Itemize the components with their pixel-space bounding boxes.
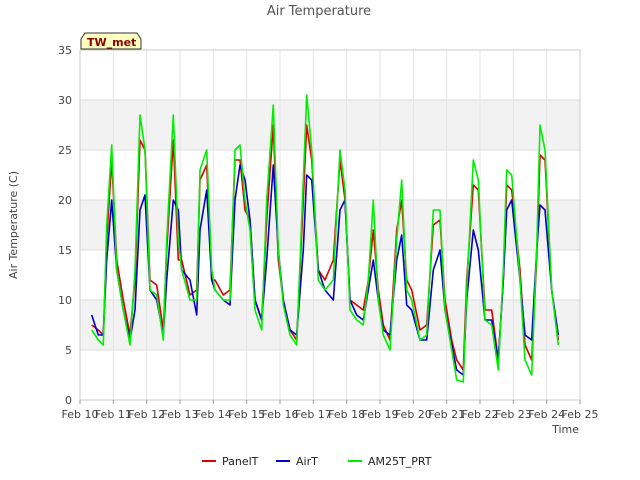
chart-title: Air Temperature xyxy=(267,4,371,19)
y-tick-label: 0 xyxy=(65,394,72,407)
x-tick-label: Feb 15 xyxy=(228,408,265,421)
x-tick-label: Feb 14 xyxy=(195,408,232,421)
x-tick-label: Feb 13 xyxy=(162,408,199,421)
station-badge: TW_met xyxy=(80,32,142,50)
x-tick-label: Feb 24 xyxy=(528,408,565,421)
x-tick-label: Feb 16 xyxy=(262,408,299,421)
y-tick-label: 15 xyxy=(58,244,72,257)
x-tick-label: Feb 25 xyxy=(562,408,599,421)
y-tick-label: 5 xyxy=(65,344,72,357)
plot-band xyxy=(80,200,580,250)
y-tick-label: 10 xyxy=(58,294,72,307)
series-line-am25t-prt xyxy=(91,94,560,383)
y-tick-label: 25 xyxy=(58,144,72,157)
y-tick-label: 30 xyxy=(58,94,72,107)
y-axis-ticks: 0 5 10 15 20 25 30 35 xyxy=(58,44,72,407)
y-tick-label: 20 xyxy=(58,194,72,207)
x-tick-label: Feb 21 xyxy=(428,408,465,421)
legend-item: AM25T_PRT xyxy=(348,455,432,468)
legend-label: AirT xyxy=(296,455,318,468)
x-tick-label: Feb 19 xyxy=(362,408,399,421)
x-tick-label: Feb 20 xyxy=(395,408,432,421)
series-lines xyxy=(90,94,560,383)
legend-label: PanelT xyxy=(222,455,259,468)
x-tick-label: Feb 10 xyxy=(62,408,99,421)
x-tick-label: Feb 23 xyxy=(495,408,532,421)
station-badge-shape xyxy=(80,32,142,50)
x-tick-label: Feb 22 xyxy=(462,408,499,421)
x-tick-label: Feb 12 xyxy=(128,408,165,421)
x-tick-label: Feb 11 xyxy=(95,408,132,421)
plot-band xyxy=(80,100,580,150)
legend-label: AM25T_PRT xyxy=(368,455,432,468)
plot-band xyxy=(80,300,580,350)
plot-area xyxy=(79,49,581,401)
y-axis-label: Air Temperature (C) xyxy=(7,171,20,279)
legend-item: PanelT xyxy=(202,455,259,468)
plot-background-bands xyxy=(80,100,580,350)
legend: PanelT AirT AM25T_PRT xyxy=(202,455,432,468)
x-tick-label: Feb 18 xyxy=(328,408,365,421)
legend-item: AirT xyxy=(276,455,318,468)
x-axis-label: Time xyxy=(551,423,579,436)
station-label: TW_met xyxy=(87,36,136,49)
x-tick-label: Feb 17 xyxy=(295,408,332,421)
y-tick-label: 35 xyxy=(58,44,72,57)
